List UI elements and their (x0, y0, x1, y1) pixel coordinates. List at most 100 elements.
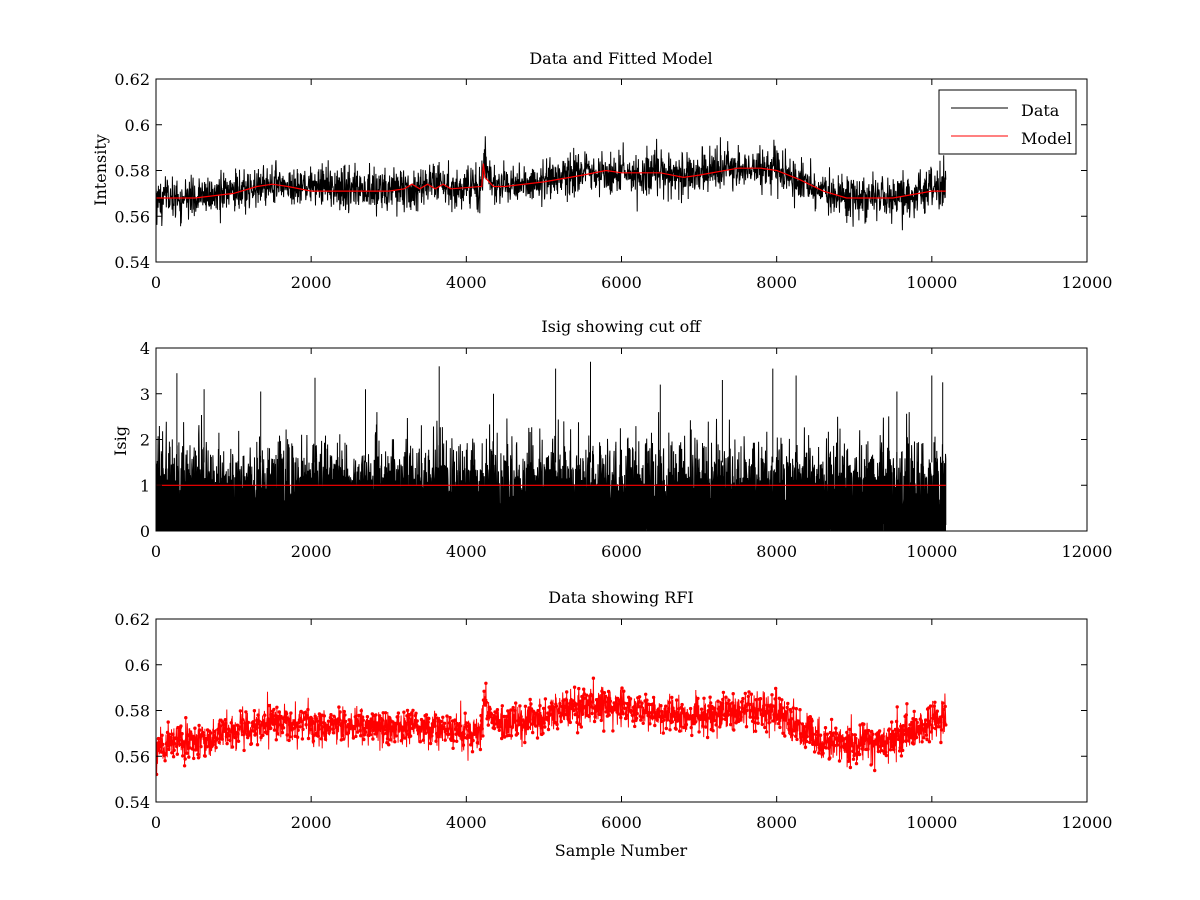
data-point (808, 740, 812, 745)
data-point (195, 747, 199, 752)
data-point (220, 737, 224, 741)
data-point (560, 713, 565, 717)
data-point (602, 729, 606, 733)
data-point (463, 711, 467, 715)
data-point (433, 724, 437, 728)
data-point (718, 725, 722, 729)
data-point (676, 715, 681, 720)
data-point (490, 718, 495, 722)
data-point (343, 719, 348, 724)
data-point (607, 713, 611, 717)
data-point (580, 712, 585, 716)
data-point (471, 738, 475, 743)
data-point (822, 742, 826, 746)
data-point (715, 712, 720, 716)
data-point (751, 715, 755, 720)
plot-area: 0 2000 4000 6000 8000 10000 120000.540.560.580… (114, 610, 1112, 832)
data-point (402, 710, 406, 714)
data-point (939, 740, 943, 745)
data-point (816, 742, 820, 747)
data-point (332, 714, 336, 718)
data-point (749, 692, 754, 696)
data-point (228, 738, 232, 743)
data-point (280, 730, 285, 735)
data-point (203, 754, 207, 758)
data-point (780, 706, 785, 710)
panel-data-showing-rfi: Data showing RFI Sample Number 0 2000 4000… (114, 588, 1112, 860)
data-point (928, 719, 932, 723)
data-point (269, 726, 273, 730)
data-point (721, 697, 725, 702)
data-point (421, 738, 425, 742)
y-tick-label: 1 (140, 476, 150, 495)
data-point (343, 713, 347, 717)
y-tick-label: 0.6 (125, 116, 150, 135)
data-point (582, 687, 586, 691)
data-point (486, 723, 490, 727)
data-point (592, 706, 596, 710)
data-point (718, 707, 723, 712)
data-point (466, 724, 470, 728)
data-point (661, 731, 665, 735)
data-point (184, 738, 189, 742)
y-tick-label: 0.6 (125, 656, 150, 675)
data-point (881, 734, 885, 739)
data-point (540, 717, 545, 721)
data-point (797, 721, 802, 725)
data-point (653, 723, 657, 728)
data-point (837, 759, 842, 763)
data-point (884, 750, 888, 754)
data-point (424, 713, 429, 717)
plot-area: 0 2000 4000 6000 8000 10000 12000 0 1 2 3 4 (140, 339, 1113, 561)
data-point (909, 736, 913, 740)
data-point (263, 713, 267, 717)
data-point (559, 719, 563, 724)
y-axis-label: Intensity (91, 134, 110, 206)
data-point (430, 734, 434, 738)
data-point (680, 702, 684, 707)
x-tick-label: 12000 (1062, 542, 1113, 561)
data-point (383, 711, 388, 715)
data-point (484, 681, 488, 685)
data-point (383, 724, 387, 729)
data-point (939, 728, 944, 732)
data-point (733, 709, 738, 713)
data-point (518, 704, 522, 708)
data-point (625, 701, 630, 706)
data-point (815, 733, 820, 737)
data-point (910, 720, 914, 724)
data-point (780, 698, 784, 702)
data-point (175, 744, 179, 749)
data-point (739, 715, 743, 719)
data-point (805, 734, 809, 739)
data-point (845, 749, 850, 753)
data-point (434, 739, 438, 743)
data-point (359, 734, 363, 738)
data-point (682, 725, 686, 730)
data-point (295, 723, 299, 727)
data-point (937, 725, 941, 729)
data-point (535, 736, 540, 740)
data-point (353, 726, 357, 731)
data-point (504, 718, 508, 723)
data-point (711, 729, 715, 733)
data-point (400, 725, 404, 729)
data-point (930, 726, 935, 730)
data-point (611, 729, 615, 733)
data-point (312, 733, 316, 737)
data-point (799, 738, 803, 743)
data-point (896, 737, 901, 742)
data-point (328, 725, 332, 730)
data-point (431, 721, 436, 725)
data-point (167, 747, 171, 751)
data-point (914, 735, 919, 740)
data-point (720, 717, 724, 721)
data-point (374, 731, 379, 735)
data-point (529, 707, 534, 711)
data-point (766, 709, 771, 714)
x-tick-label: 10000 (906, 273, 957, 292)
data-point (565, 701, 569, 706)
data-point (696, 696, 700, 701)
data-point (380, 718, 385, 722)
data-point (538, 704, 542, 708)
